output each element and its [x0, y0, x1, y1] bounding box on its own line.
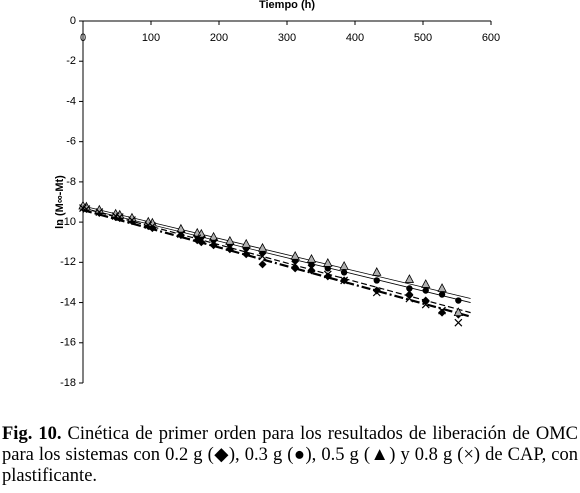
y-tick-label: -14: [60, 296, 76, 308]
data-point: [340, 276, 349, 285]
chart: Tiempo (h) ln (M∞-Mt) 0 -2 -4 -6 -8 -10 -12 -14…: [54, 0, 500, 389]
data-point: [340, 269, 348, 276]
trend-line: [82, 205, 471, 299]
data-point: [115, 213, 124, 222]
y-tick-label: -4: [66, 95, 76, 107]
data-point: [372, 288, 381, 297]
caption-label: Fig. 10.: [2, 424, 62, 444]
trend-line: [82, 207, 471, 314]
data-point: [95, 208, 104, 216]
data-point: [373, 277, 380, 284]
data-point: [225, 245, 234, 254]
data-point: [128, 216, 136, 225]
x-tick-label: 300: [278, 32, 296, 44]
data-point: [225, 243, 234, 252]
data-point: [209, 238, 218, 247]
data-point: [323, 257, 333, 267]
data-point: [242, 250, 251, 259]
data-point: [290, 250, 300, 260]
data-point: [257, 242, 268, 252]
data-point: [291, 264, 300, 273]
data-point: [258, 252, 267, 261]
x-tick-label: 600: [482, 32, 500, 44]
data-point: [176, 230, 185, 239]
data-point: [307, 266, 316, 275]
x-tick-label: 200: [210, 32, 228, 44]
data-point: [422, 287, 429, 294]
data-point: [421, 300, 430, 309]
data-point: [455, 297, 462, 304]
data-point: [372, 267, 382, 276]
x-tick-label: 400: [346, 32, 364, 44]
data-point: [82, 205, 91, 213]
data-point: [438, 306, 446, 315]
data-point: [291, 260, 300, 269]
data-point: [323, 270, 332, 279]
x-axis-title: Tiempo (h): [259, 0, 315, 11]
data-point: [209, 241, 218, 250]
data-point: [405, 294, 414, 303]
figure-caption: Fig. 10. Cinética de primer orden para l…: [2, 424, 578, 487]
data-point: [208, 231, 219, 241]
data-point: [437, 283, 447, 292]
y-tick-label: -2: [66, 55, 76, 67]
data-point: [454, 318, 463, 327]
data-point: [405, 290, 414, 299]
y-axis-title: ln (M∞-Mt): [54, 175, 66, 229]
data-point: [307, 264, 316, 273]
data-point: [242, 247, 251, 256]
y-tick-label: -8: [66, 176, 76, 188]
data-point: [372, 286, 381, 295]
data-point: [323, 272, 332, 281]
data-point: [241, 238, 251, 248]
data-point: [324, 265, 331, 272]
data-point: [197, 235, 206, 244]
y-tick-label: -16: [60, 337, 76, 349]
x-tick-label: 0: [80, 32, 86, 44]
data-point: [438, 291, 446, 298]
data-point: [148, 222, 157, 231]
data-point: [339, 261, 349, 270]
y-tick-label: 0: [70, 15, 76, 27]
data-point: [421, 279, 431, 288]
y-tick-label: -10: [60, 216, 76, 228]
data-point: [453, 307, 464, 317]
data-point: [438, 308, 447, 317]
data-point: [258, 260, 267, 269]
data-point: [406, 285, 413, 292]
data-point: [404, 274, 415, 283]
y-tick-label: -18: [60, 377, 76, 389]
x-tick-label: 100: [142, 32, 160, 44]
data-point: [176, 223, 186, 233]
y-tick-label: -12: [60, 256, 76, 268]
data-point: [225, 235, 235, 245]
trend-line: [82, 208, 471, 318]
x-tick-label: 500: [414, 32, 432, 44]
caption-text: Cinética de primer orden para los result…: [2, 424, 578, 486]
data-point: [306, 253, 317, 263]
y-tick-label: -6: [66, 136, 76, 148]
